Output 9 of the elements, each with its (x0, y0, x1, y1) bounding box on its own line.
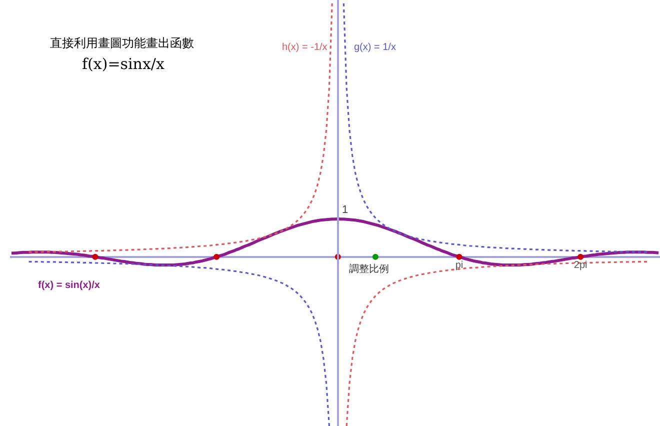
text: 直接利用畫圖功能畫出函數 (50, 36, 194, 50)
x-tick-label: 2pi (574, 260, 588, 271)
series-label: g(x) = 1/x (354, 42, 396, 53)
annotation: f(x)=sinx/x (82, 55, 165, 73)
x-tick-label: pi (455, 260, 464, 271)
series-label: 調整比例 (349, 263, 389, 275)
text: f(x) = sin(x)/x (38, 280, 100, 291)
annotation: 1 (342, 204, 348, 216)
series-label: h(x) = -1/x (282, 42, 328, 53)
